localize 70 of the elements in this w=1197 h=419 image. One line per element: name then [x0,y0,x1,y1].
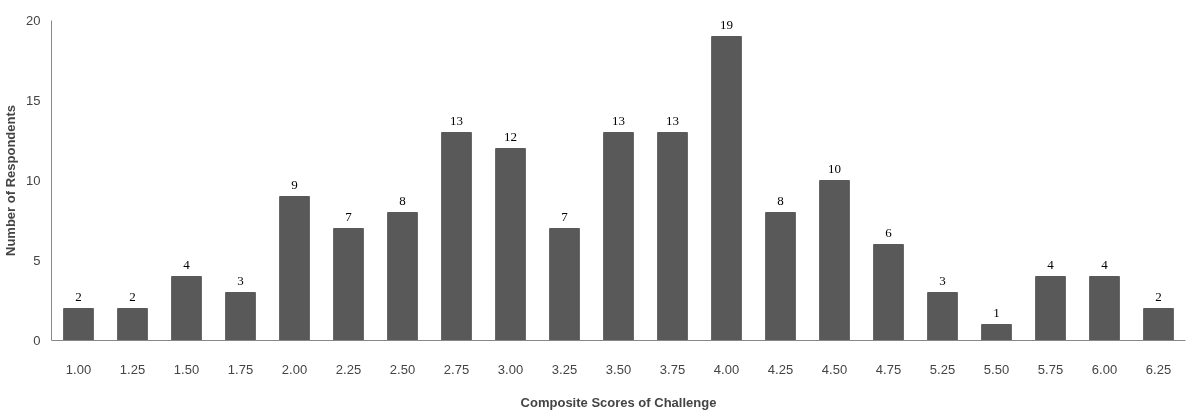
data-label: 4 [1047,256,1055,272]
bar [117,308,148,341]
x-tick-label: 5.75 [1037,361,1064,377]
data-label: 8 [777,192,784,208]
data-label: 3 [939,272,946,288]
x-tick-label: 4.25 [767,361,794,377]
data-label: 1 [993,304,1000,320]
y-tick-label: 5 [33,253,41,268]
x-tick-label: 4.75 [875,361,902,377]
data-label: 4 [183,256,191,272]
bar [225,292,256,341]
data-label: 6 [885,224,893,240]
x-tick-label: 6.00 [1091,361,1118,377]
x-tick-label: 3.75 [659,361,686,377]
data-label: 7 [345,208,353,224]
x-tick-label: 2.50 [389,361,416,377]
x-tick-label: 4.50 [821,361,848,377]
bar [63,308,94,341]
data-label: 9 [291,176,298,192]
bar [711,36,742,341]
x-tick-label: 6.25 [1145,361,1172,377]
bar [1143,308,1174,341]
x-tick-label: 3.25 [551,361,578,377]
x-tick-label: 1.00 [65,361,92,377]
bar [927,292,958,341]
data-label: 2 [75,288,82,304]
bar [495,148,526,341]
bar [441,132,472,341]
x-tick-label: 3.50 [605,361,632,377]
x-tick-label: 1.75 [227,361,254,377]
data-label: 13 [450,112,463,128]
y-tick-label: 20 [26,13,41,28]
bar [765,212,796,341]
bar [873,244,904,341]
y-tick-label: 15 [26,93,41,108]
bar [1035,276,1066,341]
x-tick-label: 2.75 [443,361,470,377]
bar [657,132,688,341]
x-tick-label: 1.25 [119,361,146,377]
bar [603,132,634,341]
data-label: 19 [720,16,733,32]
bar [981,324,1012,341]
bar [171,276,202,341]
data-label: 2 [1155,288,1162,304]
x-tick-label: 1.50 [173,361,200,377]
y-tick-label: 10 [26,173,41,188]
data-label: 3 [237,272,244,288]
x-tick-label: 4.00 [713,361,740,377]
x-tick-label: 3.00 [497,361,524,377]
x-axis-title: Composite Scores of Challenge [520,394,717,410]
bar [819,180,850,341]
bar [333,228,364,341]
x-tick-label: 5.25 [929,361,956,377]
data-label: 13 [666,112,679,128]
data-label: 10 [828,160,841,176]
data-label: 7 [561,208,569,224]
data-label: 8 [399,192,406,208]
bar [549,228,580,341]
y-tick-label: 0 [33,333,41,348]
bar [1089,276,1120,341]
bar [387,212,418,341]
data-label: 4 [1101,256,1109,272]
x-tick-label: 2.25 [335,361,362,377]
bar [279,196,310,341]
data-label: 12 [504,128,517,144]
y-axis-title: Number of Respondents [3,105,19,256]
x-tick-label: 5.50 [983,361,1010,377]
data-label: 13 [612,112,625,128]
x-tick-label: 2.00 [281,361,308,377]
data-label: 2 [129,288,136,304]
